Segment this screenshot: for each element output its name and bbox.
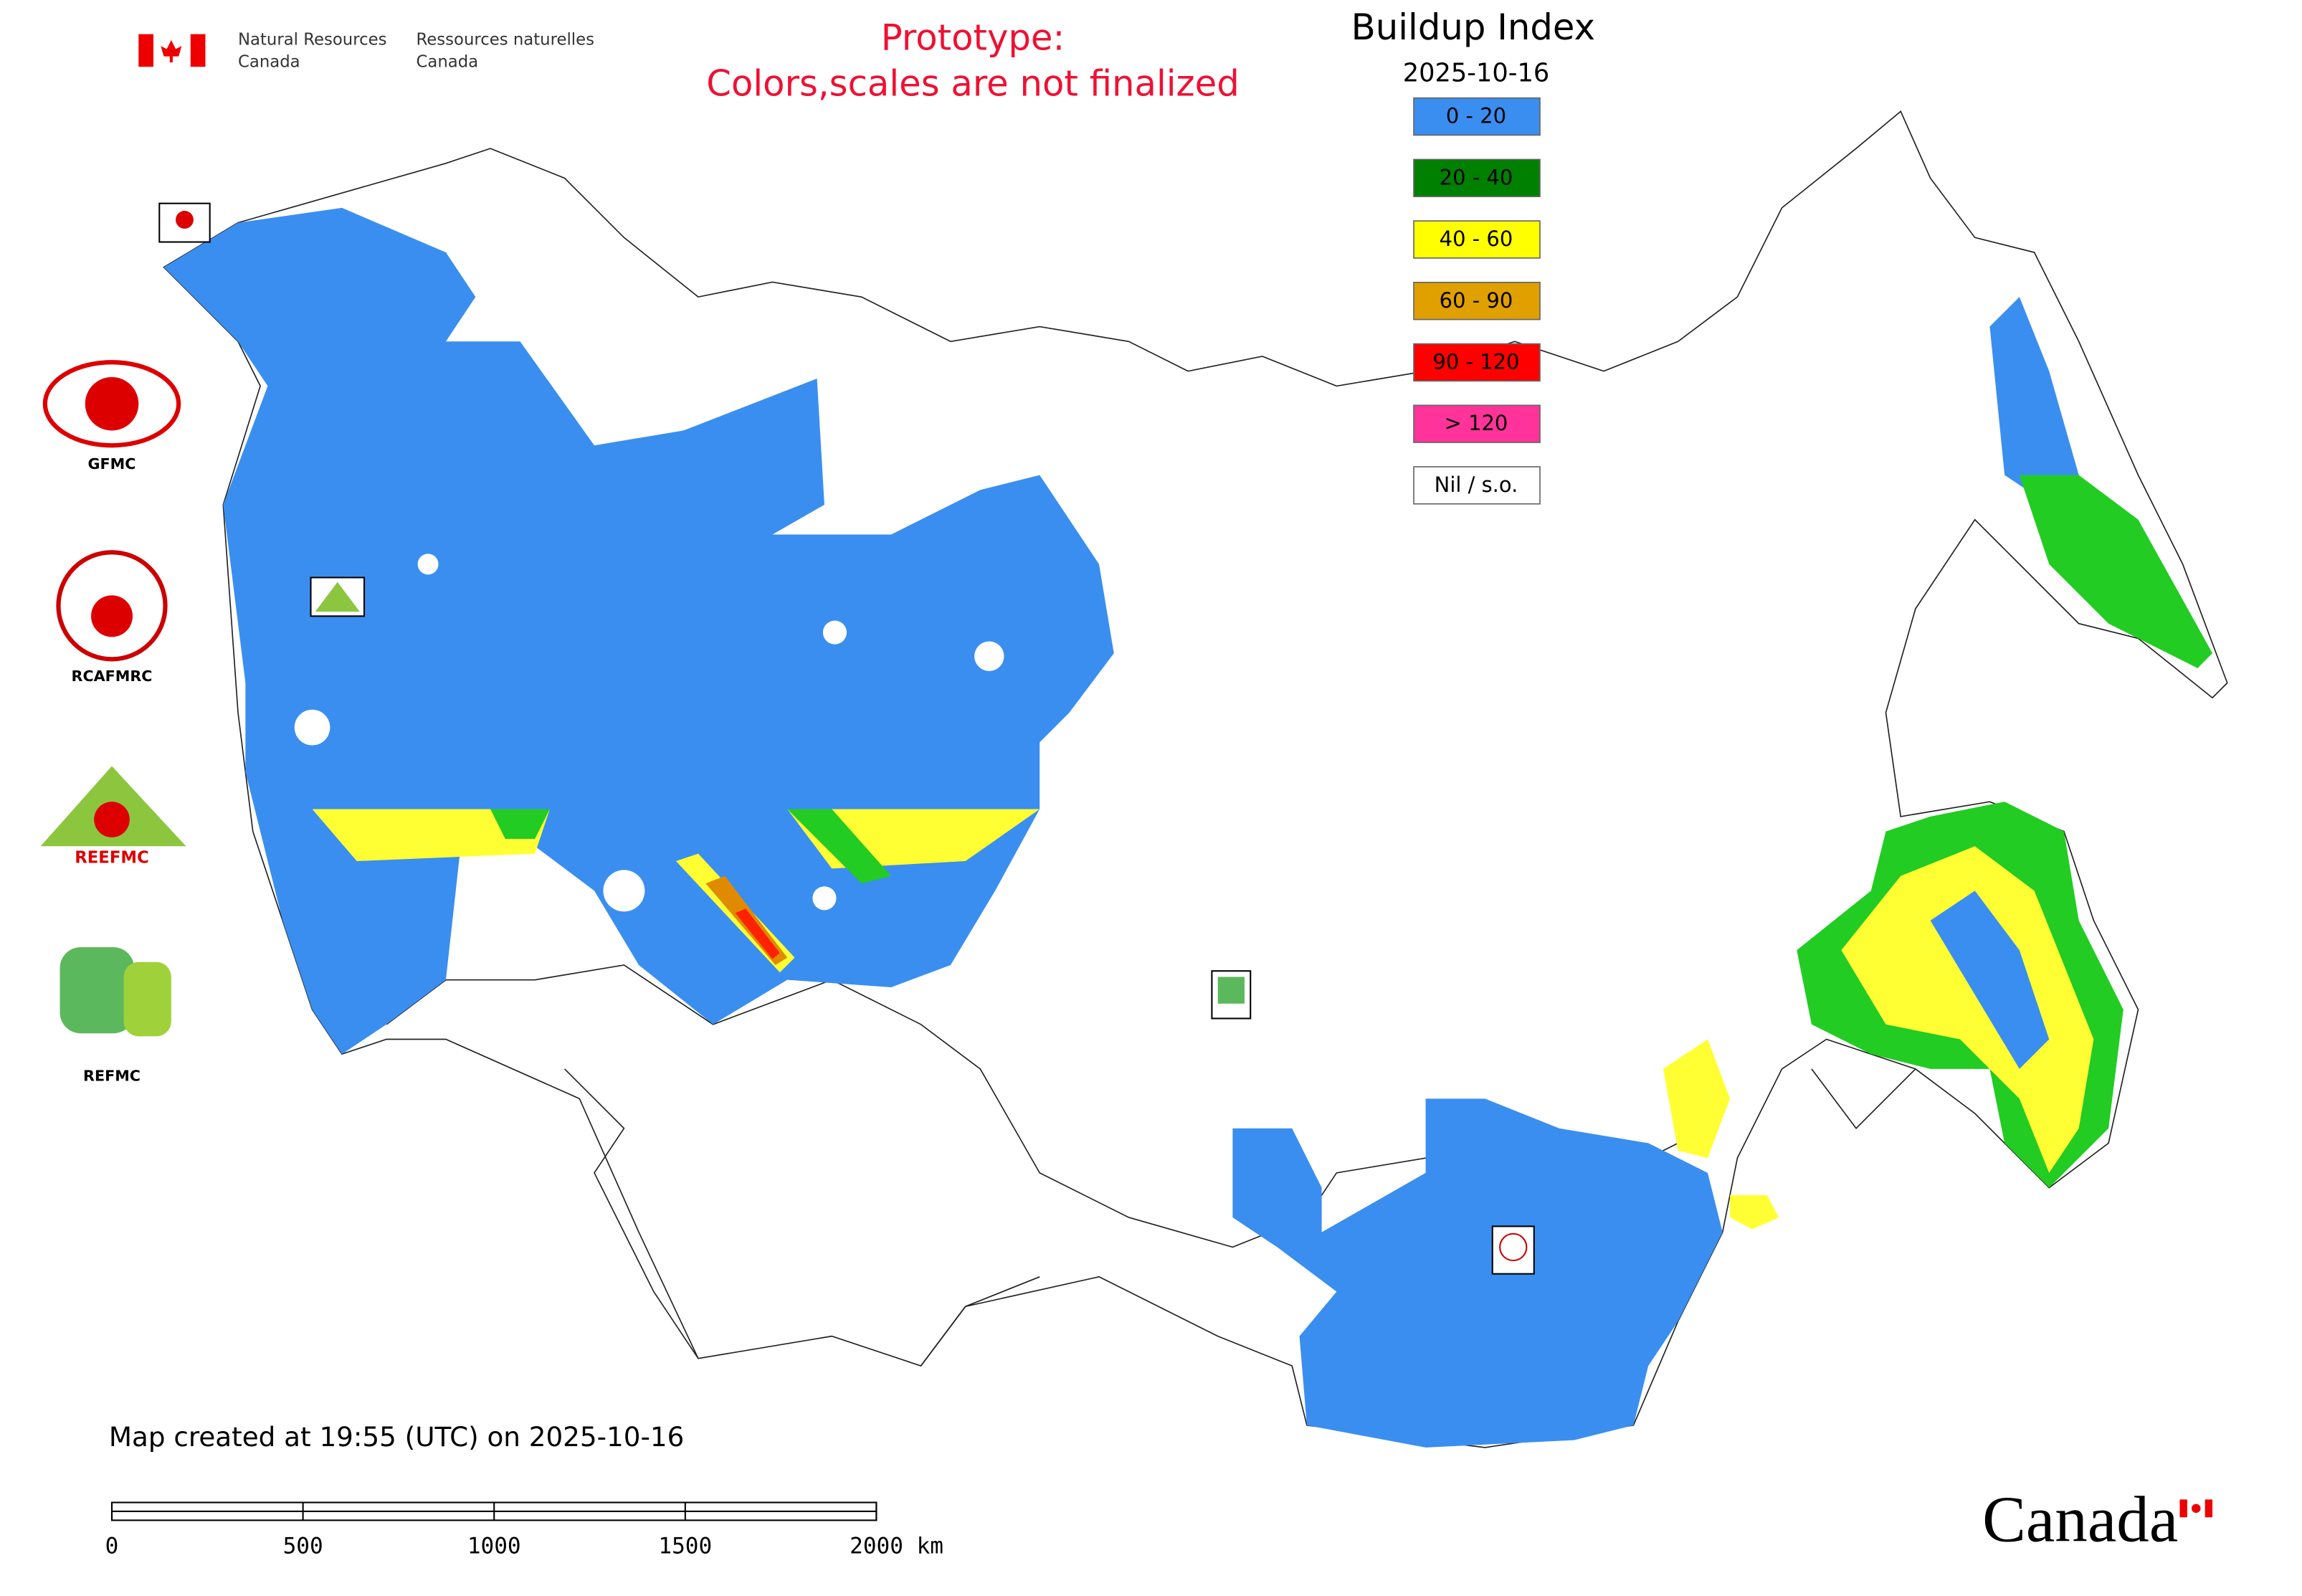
- region-0-20: [1232, 1098, 1723, 1448]
- gap: [417, 554, 439, 575]
- gap: [603, 870, 645, 912]
- region-20-40: [2019, 475, 2213, 668]
- legend-label: 20 - 40: [1440, 165, 1513, 189]
- agency-fr: Ressources naturelles: [417, 30, 594, 49]
- logo-label: RCAFMRC: [72, 668, 153, 685]
- agency-fr: Canada: [417, 52, 479, 71]
- scale-label: 2000 km: [850, 1534, 943, 1559]
- legend-swatch: [1413, 404, 1541, 443]
- notice: Colors,scales are not finalized: [706, 63, 1239, 105]
- legend-swatch: [1413, 466, 1541, 505]
- map-icon: [158, 202, 1535, 1275]
- region-0-20: [1989, 297, 2079, 505]
- scale-label: 0: [105, 1534, 119, 1559]
- agency-en: Natural Resources: [238, 30, 386, 49]
- canada-flag: [138, 34, 206, 67]
- legend-label: 90 - 120: [1432, 349, 1519, 374]
- scale-label: 1500: [658, 1534, 712, 1559]
- gap: [822, 620, 847, 645]
- legend-label: 40 - 60: [1440, 227, 1513, 251]
- legend-date: 2025-10-16: [1403, 59, 1550, 88]
- legend: 0 - 20 20 - 40 40 - 60 60 - 90 90 - 120 > 120…: [1413, 97, 1541, 505]
- gap: [974, 641, 1004, 671]
- gap: [812, 886, 837, 911]
- logo-label: GFMC: [88, 455, 136, 472]
- notice: Prototype:: [881, 16, 1065, 58]
- wordmark: Canada: [1982, 1483, 2178, 1556]
- scale-bar: 0 500 1000 1500 2000 km: [105, 1501, 943, 1559]
- scale-label: 500: [283, 1534, 323, 1559]
- legend-swatch: [1413, 343, 1541, 382]
- region-40-60: [1663, 1039, 1731, 1159]
- region-40-60: [1730, 1194, 1779, 1230]
- logo-label: REFMC: [83, 1067, 141, 1084]
- region-40-60: [1841, 846, 2094, 1173]
- legend-swatch: [1413, 282, 1541, 320]
- logo-reefmc: REEFMC: [40, 766, 186, 867]
- agency-en: Canada: [238, 52, 300, 71]
- scale-label: 1000: [467, 1534, 521, 1559]
- region-0-20: [1930, 890, 2050, 1069]
- legend-swatch: [1413, 220, 1541, 259]
- region-20-40: [490, 809, 892, 884]
- canada-wordmark: Canada: [1982, 1483, 2213, 1556]
- legend-label: 0 - 20: [1446, 104, 1506, 128]
- logo-gfmc: GFMC: [42, 360, 181, 472]
- gap: [294, 709, 330, 746]
- legend-label: Nil / s.o.: [1435, 472, 1518, 497]
- logo-label: REEFMC: [75, 848, 149, 867]
- legend-swatch: [1413, 158, 1541, 197]
- region-40-60: [312, 809, 550, 862]
- legend-title: Buildup Index: [1351, 6, 1595, 48]
- region-90-120: [735, 908, 780, 959]
- legend-swatch: [1413, 97, 1541, 136]
- created-note: Map created at 19:55 (UTC) on 2025-10-16: [109, 1421, 684, 1453]
- logo-refmc: REFMC: [60, 947, 171, 1084]
- logo-rcafmrc: RCAFMRC: [56, 550, 168, 685]
- legend-label: 60 - 90: [1440, 288, 1513, 313]
- gap: [1884, 386, 1903, 594]
- legend-label: > 120: [1445, 411, 1508, 435]
